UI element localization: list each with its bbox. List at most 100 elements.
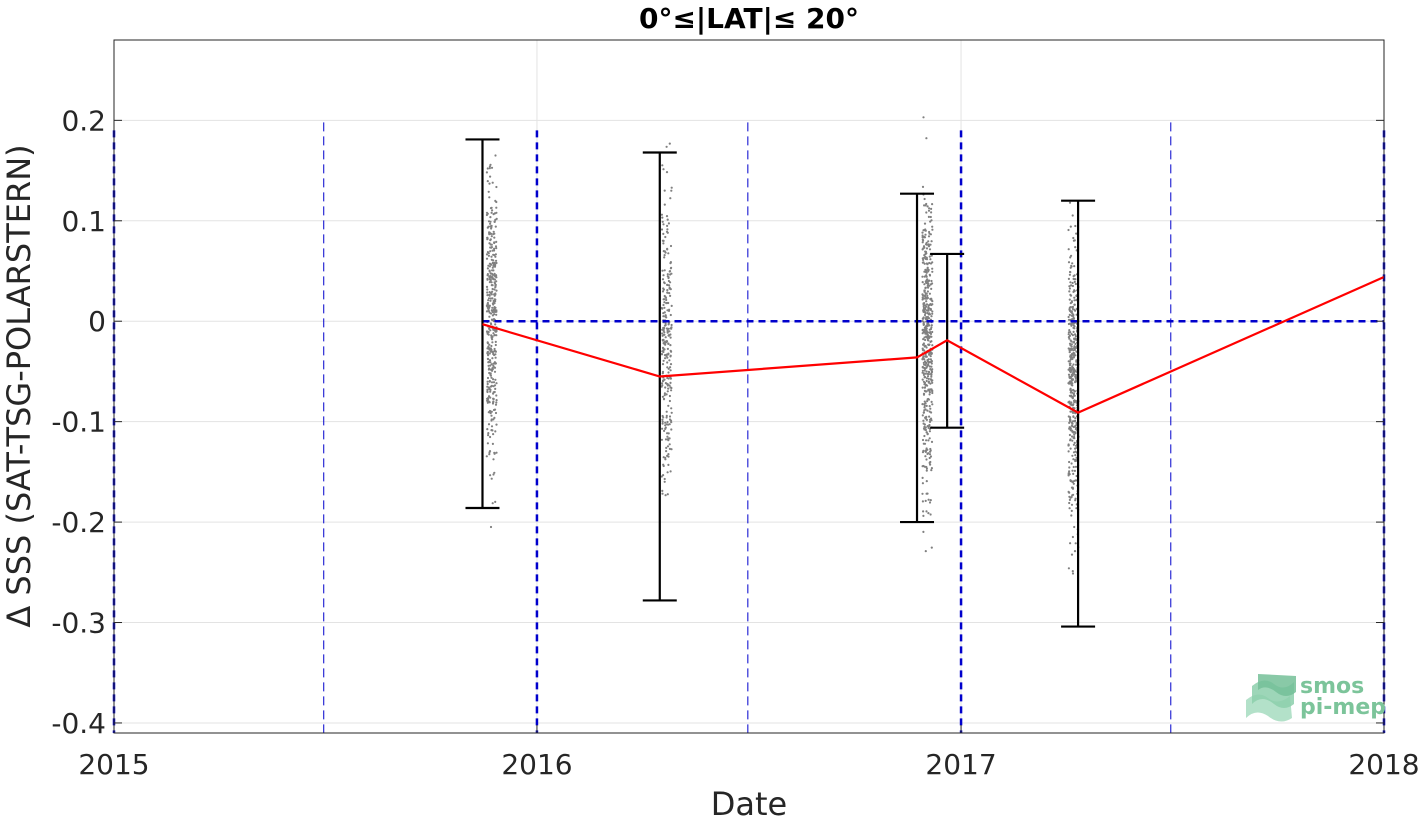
scatter-point	[495, 309, 498, 312]
scatter-point	[927, 243, 930, 246]
scatter-point	[924, 252, 927, 256]
scatter-point	[490, 429, 493, 432]
scatter-point	[931, 368, 934, 371]
scatter-point	[1071, 357, 1074, 361]
scatter-point	[486, 382, 489, 386]
scatter-point	[664, 323, 667, 327]
scatter-point	[1070, 435, 1074, 438]
scatter-point	[662, 379, 665, 382]
scatter-point	[1074, 377, 1077, 380]
smos-pi-mep-logo: smos pi-mep	[1246, 674, 1386, 722]
scatter-point	[666, 283, 669, 287]
scatter-point	[494, 387, 497, 390]
scatter-point	[923, 204, 926, 207]
scatter-point	[663, 203, 666, 206]
scatter-point	[490, 227, 493, 230]
scatter-point	[925, 258, 929, 261]
scatter-point	[925, 247, 929, 250]
scatter-point	[929, 258, 932, 261]
scatter-point	[1072, 330, 1075, 333]
scatter-point	[487, 395, 491, 398]
scatter-point	[922, 411, 925, 414]
scatter-point	[925, 469, 928, 472]
scatter-point	[663, 354, 667, 357]
scatter-point	[1074, 380, 1077, 383]
scatter-point	[662, 464, 665, 468]
scatter-point	[1074, 309, 1077, 312]
scatter-point	[488, 231, 491, 234]
scatter-point	[926, 294, 929, 297]
scatter-point	[1070, 314, 1073, 317]
scatter-point	[487, 190, 490, 193]
scatter-point	[922, 323, 925, 326]
scatter-point	[669, 354, 672, 357]
scatter-point	[930, 469, 933, 472]
scatter-point	[488, 278, 491, 281]
scatter-point	[662, 342, 666, 345]
scatter-point	[493, 247, 496, 250]
scatter-point	[1068, 498, 1071, 501]
scatter-point	[493, 370, 497, 373]
scatter-point	[664, 322, 667, 325]
scatter-point	[1067, 318, 1071, 321]
scatter-point	[928, 415, 931, 418]
scatter-point	[921, 234, 924, 237]
scatter-point	[664, 424, 667, 427]
scatter-point	[1073, 441, 1076, 444]
scatter-point	[1068, 433, 1071, 437]
scatter-point	[925, 439, 928, 442]
scatter-point	[1068, 306, 1071, 309]
scatter-point	[486, 288, 489, 291]
scatter-point	[493, 416, 496, 419]
scatter-point	[927, 306, 930, 309]
scatter-point	[495, 451, 498, 454]
scatter-point	[926, 400, 929, 403]
scatter-point	[490, 381, 494, 384]
scatter-point	[487, 297, 491, 300]
scatter-point	[1068, 290, 1071, 293]
scatter-point	[495, 334, 498, 337]
scatter-point	[493, 350, 496, 353]
scatter-point	[495, 399, 498, 402]
scatter-point	[927, 286, 930, 289]
scatter-point	[922, 464, 925, 468]
scatter-point	[1074, 333, 1077, 336]
scatter-point	[930, 370, 934, 373]
scatter-point	[666, 301, 669, 305]
scatter-point	[494, 300, 497, 303]
scatter-point	[666, 247, 669, 250]
scatter-point	[1070, 340, 1073, 343]
scatter-point	[492, 458, 495, 461]
scatter-point	[1068, 507, 1071, 510]
scatter-point	[927, 381, 930, 384]
scatter-point	[923, 270, 926, 273]
scatter-point	[667, 222, 671, 225]
scatter-point	[931, 203, 934, 206]
scatter-point	[1068, 466, 1071, 469]
scatter-point	[485, 253, 489, 256]
scatter-point	[925, 480, 928, 483]
scatter-point	[924, 292, 927, 295]
scatter-point	[493, 334, 496, 337]
scatter-point	[928, 501, 932, 504]
scatter-point	[494, 403, 498, 406]
scatter-point	[486, 180, 489, 183]
scatter-point	[921, 403, 924, 406]
scatter-point	[1069, 266, 1072, 269]
scatter-point	[1074, 432, 1077, 435]
scatter-point	[664, 386, 667, 389]
scatter-point	[923, 376, 926, 379]
scatter-point	[922, 349, 925, 352]
scatter-point	[931, 261, 934, 264]
scatter-point	[924, 455, 927, 458]
scatter-point	[489, 361, 492, 364]
scatter-point	[666, 420, 669, 424]
scatter-point	[666, 224, 669, 227]
scatter-point	[666, 356, 669, 359]
scatter-point	[1067, 472, 1070, 475]
scatter-point	[493, 288, 496, 291]
scatter-point	[925, 281, 928, 284]
scatter-point	[668, 394, 672, 398]
scatter-point	[925, 300, 928, 303]
scatter-point	[1067, 277, 1070, 280]
